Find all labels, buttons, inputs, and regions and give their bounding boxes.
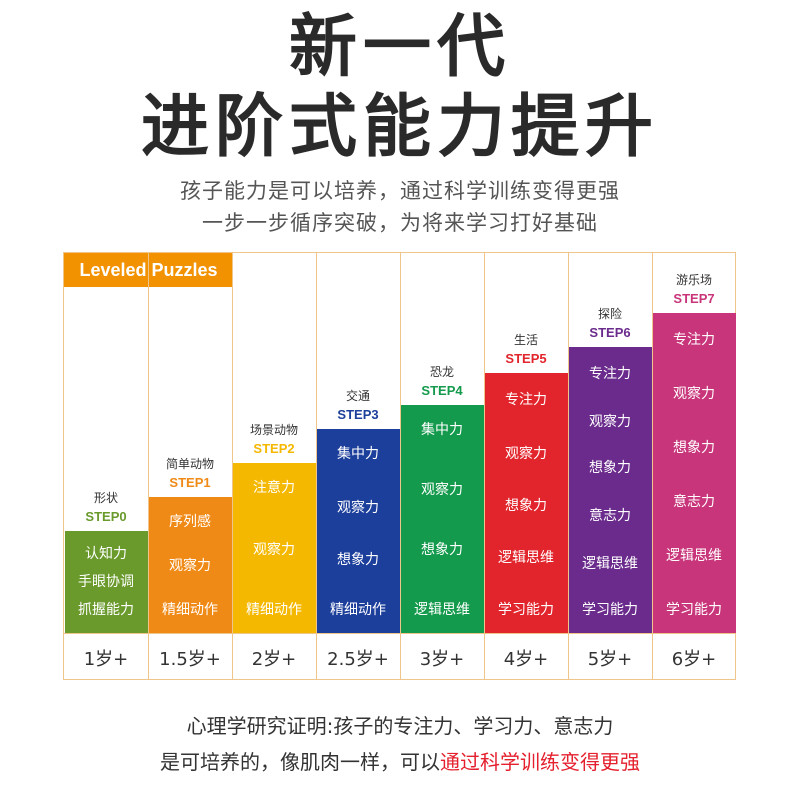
footer-line2-prefix: 是可培养的，像肌肉一样，可以: [160, 750, 440, 774]
skill-label: 精细动作: [246, 602, 302, 618]
age-row-divider: [64, 633, 735, 634]
skill-label: 意志力: [589, 508, 631, 524]
step-bar-step5: [485, 373, 568, 633]
step-bar-step1: [149, 497, 232, 633]
skill-label: 精细动作: [330, 602, 386, 618]
step-title: 交通: [345, 389, 370, 403]
step-label: STEP2: [253, 441, 295, 456]
skill-label: 意志力: [673, 494, 715, 510]
skill-label: 观察力: [253, 542, 295, 558]
step-chart: Leveled Puzzles 形状 STEP0 认知力 手眼协调 抓握能力 1岁+ 简单动…: [63, 252, 736, 680]
column-divider: [316, 253, 317, 680]
skill-label: 学习能力: [582, 602, 638, 618]
subtitle-line1: 孩子能力是可以培养，通过科学训练变得更强: [180, 179, 620, 203]
skill-label: 逻辑思维: [582, 556, 638, 572]
step-label: STEP1: [169, 475, 211, 490]
step-label: STEP3: [337, 407, 379, 422]
skill-label: 观察力: [169, 558, 211, 574]
subtitle-line2: 一步一步循序突破，为将来学习打好基础: [202, 211, 598, 235]
footer-highlight: 通过科学训练变得更强: [440, 750, 640, 774]
skill-label: 逻辑思维: [414, 602, 470, 618]
age-label: 1.5岁+: [159, 649, 221, 670]
step-bar-step0: [65, 531, 148, 633]
skill-label: 观察力: [337, 500, 379, 516]
step-bar-step6: [569, 347, 652, 633]
column-divider: [568, 253, 569, 680]
skill-label: 观察力: [589, 414, 631, 430]
step-label: STEP5: [505, 351, 547, 366]
age-label: 2岁+: [251, 649, 297, 670]
step-label: STEP7: [673, 291, 715, 306]
step-label: STEP6: [589, 325, 631, 340]
age-label: 4岁+: [503, 649, 549, 670]
age-label: 6岁+: [671, 649, 717, 670]
skill-label: 集中力: [421, 422, 463, 438]
step-title: 形状: [93, 491, 118, 505]
step-title: 游乐场: [675, 273, 712, 287]
headline-line1: 新一代: [288, 8, 511, 87]
skill-label: 想象力: [589, 460, 631, 476]
age-label: 5岁+: [587, 649, 633, 670]
column-divider: [232, 253, 233, 680]
step-title: 生活: [513, 333, 538, 347]
skill-label: 集中力: [337, 446, 379, 462]
age-label: 2.5岁+: [327, 649, 389, 670]
headline-line2: 进阶式能力提升: [140, 88, 659, 167]
skill-label: 手眼协调: [78, 574, 134, 590]
skill-label: 专注力: [505, 392, 547, 408]
skill-label: 学习能力: [666, 602, 722, 618]
column-divider: [484, 253, 485, 680]
column-divider: [400, 253, 401, 680]
skill-label: 专注力: [673, 332, 715, 348]
skill-label: 学习能力: [498, 602, 554, 618]
step-bar-step3: [317, 429, 400, 633]
skill-label: 观察力: [505, 446, 547, 462]
step-label: STEP4: [421, 383, 463, 398]
skill-label: 观察力: [421, 482, 463, 498]
skill-label: 认知力: [85, 546, 127, 562]
age-label: 3岁+: [419, 649, 465, 670]
skill-label: 抓握能力: [78, 602, 134, 618]
skill-label: 想象力: [337, 552, 379, 568]
skill-label: 序列感: [169, 514, 211, 530]
skill-label: 专注力: [589, 366, 631, 382]
skill-label: 想象力: [505, 498, 547, 514]
column-divider: [148, 253, 149, 680]
column-divider: [652, 253, 653, 680]
skill-label: 逻辑思维: [498, 550, 554, 566]
skill-label: 想象力: [421, 542, 463, 558]
step-bar-step2: [233, 463, 316, 633]
step-bar-step7: [653, 313, 736, 633]
footer-line2: 是可培养的，像肌肉一样，可以通过科学训练变得更强: [0, 748, 800, 776]
step-title: 简单动物: [165, 457, 214, 471]
skill-label: 精细动作: [162, 602, 218, 618]
skill-label: 观察力: [673, 386, 715, 402]
footer-line1: 心理学研究证明:孩子的专注力、学习力、意志力: [186, 714, 614, 738]
step-title: 恐龙: [429, 365, 454, 379]
step-title: 场景动物: [249, 423, 298, 437]
skill-label: 注意力: [253, 480, 295, 496]
skill-label: 想象力: [673, 440, 715, 456]
step-label: STEP0: [85, 509, 127, 524]
age-label: 1岁+: [83, 649, 129, 670]
skill-label: 逻辑思维: [666, 548, 722, 564]
step-bar-step4: [401, 405, 484, 633]
step-title: 探险: [597, 307, 622, 321]
